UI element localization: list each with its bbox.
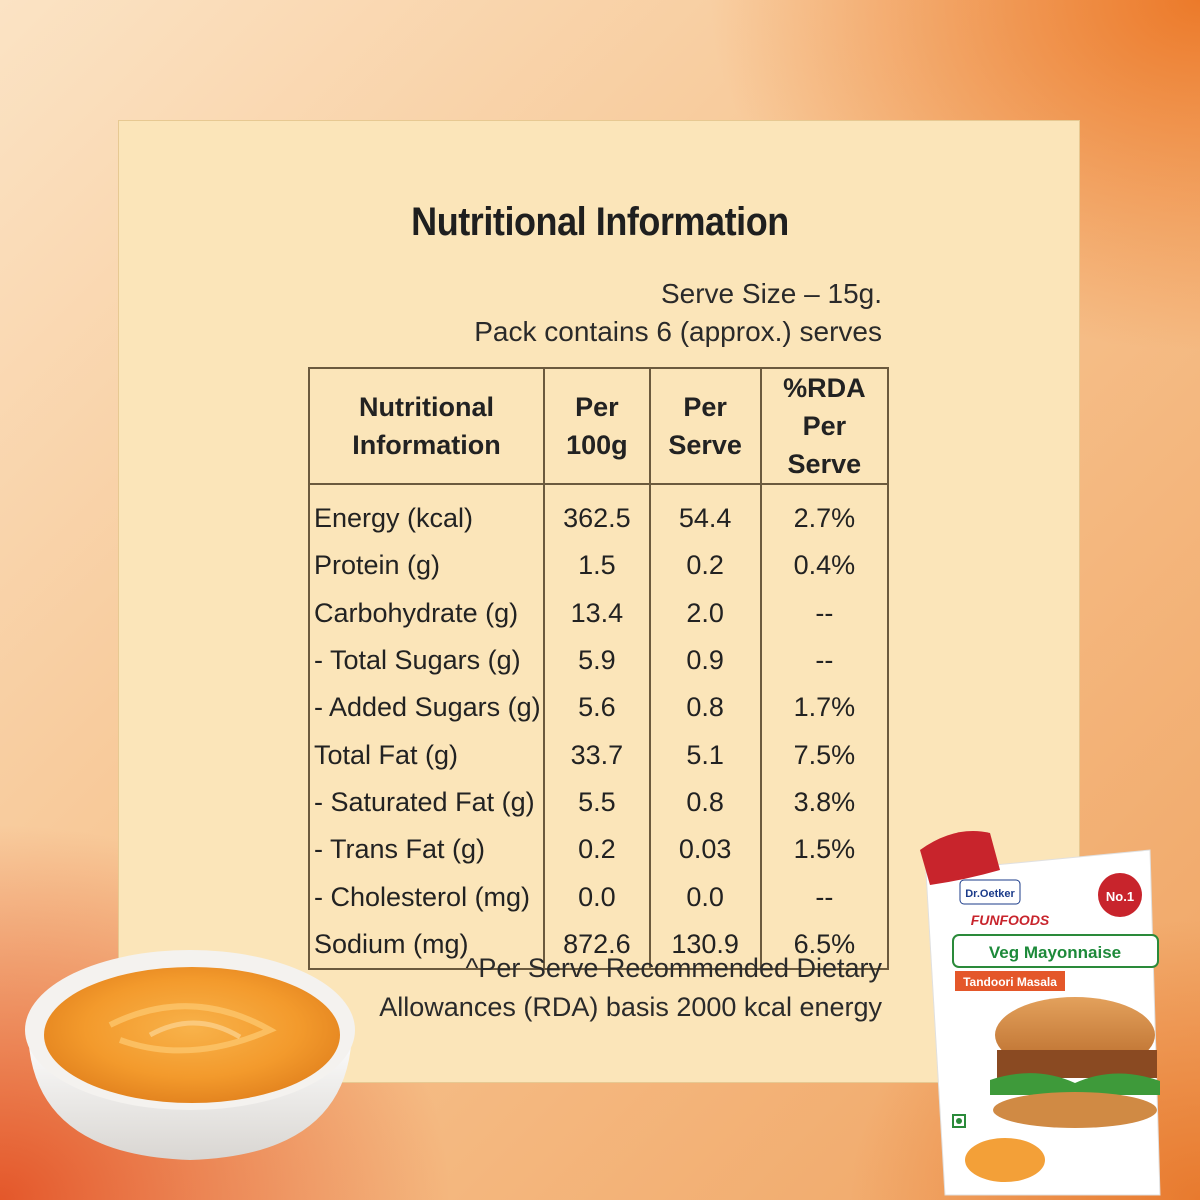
header-per-serve: Per Serve xyxy=(648,368,762,485)
no1-badge: No.1 xyxy=(1106,889,1134,904)
value-rda: -- xyxy=(759,873,890,921)
nutrient-name: Total Fat (g) xyxy=(307,731,546,779)
table-row: - Saturated Fat (g) 5.5 0.8 3.8% xyxy=(307,778,890,827)
value-rda: -- xyxy=(759,589,890,637)
value-per-100g: 872.6 xyxy=(543,920,651,969)
table-row: - Cholesterol (mg) 0.0 0.0 -- xyxy=(307,873,890,921)
header-per-100g: Per 100g xyxy=(543,368,651,485)
value-per-serve: 0.0 xyxy=(648,873,762,921)
product-name-text: Veg Mayonnaise xyxy=(989,943,1121,962)
page-title: Nutritional Information xyxy=(411,200,789,244)
table-row: - Added Sugars (g) 5.6 0.8 1.7% xyxy=(307,684,890,732)
value-per-serve: 0.8 xyxy=(648,684,762,732)
table-header-row: Nutritional Information Per 100g Per Serve … xyxy=(307,368,890,485)
mayonnaise-bowl-image xyxy=(25,950,355,1160)
value-per-serve: 0.8 xyxy=(648,778,762,827)
sub-brand-text: FUNFOODS xyxy=(971,912,1050,928)
nutrient-name: - Cholesterol (mg) xyxy=(307,873,546,921)
value-per-100g: 5.6 xyxy=(543,684,651,732)
value-per-serve: 0.9 xyxy=(648,636,762,685)
nutrient-name: - Added Sugars (g) xyxy=(307,684,546,732)
nutrient-name: Protein (g) xyxy=(307,542,546,590)
value-per-serve: 54.4 xyxy=(648,484,762,543)
nutrient-name: - Saturated Fat (g) xyxy=(307,778,546,827)
variant-text: Tandoori Masala xyxy=(963,975,1057,989)
value-rda: 1.7% xyxy=(759,684,890,732)
value-per-100g: 1.5 xyxy=(543,542,651,590)
product-pouch-image: Dr.Oetker FUNFOODS No.1 Veg Mayonnaise T… xyxy=(920,831,1161,1196)
nutrient-name: Sodium (mg) xyxy=(307,920,546,969)
value-per-serve: 0.03 xyxy=(648,826,762,874)
value-rda: 6.5% xyxy=(759,920,890,969)
header-nutritional-information: Nutritional Information xyxy=(307,368,546,485)
nutrient-name: - Trans Fat (g) xyxy=(307,826,546,874)
nutrient-name: Energy (kcal) xyxy=(307,484,546,543)
value-per-100g: 5.5 xyxy=(543,778,651,827)
brand-text: Dr.Oetker xyxy=(965,888,1015,900)
value-per-100g: 33.7 xyxy=(543,731,651,779)
table-row: Protein (g) 1.5 0.2 0.4% xyxy=(307,542,890,590)
table-row: Energy (kcal) 362.5 54.4 2.7% xyxy=(307,484,890,543)
header-rda-per-serve: %RDA Per Serve xyxy=(759,368,890,485)
value-per-100g: 0.0 xyxy=(543,873,651,921)
value-per-serve: 2.0 xyxy=(648,589,762,637)
value-per-serve: 130.9 xyxy=(648,920,762,969)
nutrition-table: Nutritional Information Per 100g Per Serve … xyxy=(307,367,890,970)
table-row: - Trans Fat (g) 0.2 0.03 1.5% xyxy=(307,826,890,874)
serve-size: Serve Size – 15g. xyxy=(660,278,882,309)
value-rda: 3.8% xyxy=(759,778,890,827)
table-row: Sodium (mg) 872.6 130.9 6.5% xyxy=(307,920,890,969)
value-rda: 2.7% xyxy=(759,484,890,543)
value-per-100g: 362.5 xyxy=(543,484,651,543)
value-per-serve: 5.1 xyxy=(648,731,762,779)
value-per-serve: 0.2 xyxy=(648,542,762,590)
table-row: Carbohydrate (g) 13.4 2.0 -- xyxy=(307,589,890,637)
value-per-100g: 0.2 xyxy=(543,826,651,874)
value-rda: -- xyxy=(759,636,890,685)
value-per-100g: 13.4 xyxy=(543,589,651,637)
nutrient-name: - Total Sugars (g) xyxy=(307,636,546,685)
value-rda: 7.5% xyxy=(759,731,890,779)
value-rda: 0.4% xyxy=(759,542,890,590)
table-row: - Total Sugars (g) 5.9 0.9 -- xyxy=(307,636,890,685)
value-rda: 1.5% xyxy=(759,826,890,874)
footnote-line-1: ^Per Serve Recommended Dietary xyxy=(465,953,882,983)
value-per-100g: 5.9 xyxy=(543,636,651,685)
table-row: Total Fat (g) 33.7 5.1 7.5% xyxy=(307,731,890,779)
nutrient-name: Carbohydrate (g) xyxy=(307,589,546,637)
footnote-line-2: Allowances (RDA) basis 2000 kcal energy xyxy=(379,992,882,1022)
pack-contains: Pack contains 6 (approx.) serves xyxy=(474,316,882,347)
